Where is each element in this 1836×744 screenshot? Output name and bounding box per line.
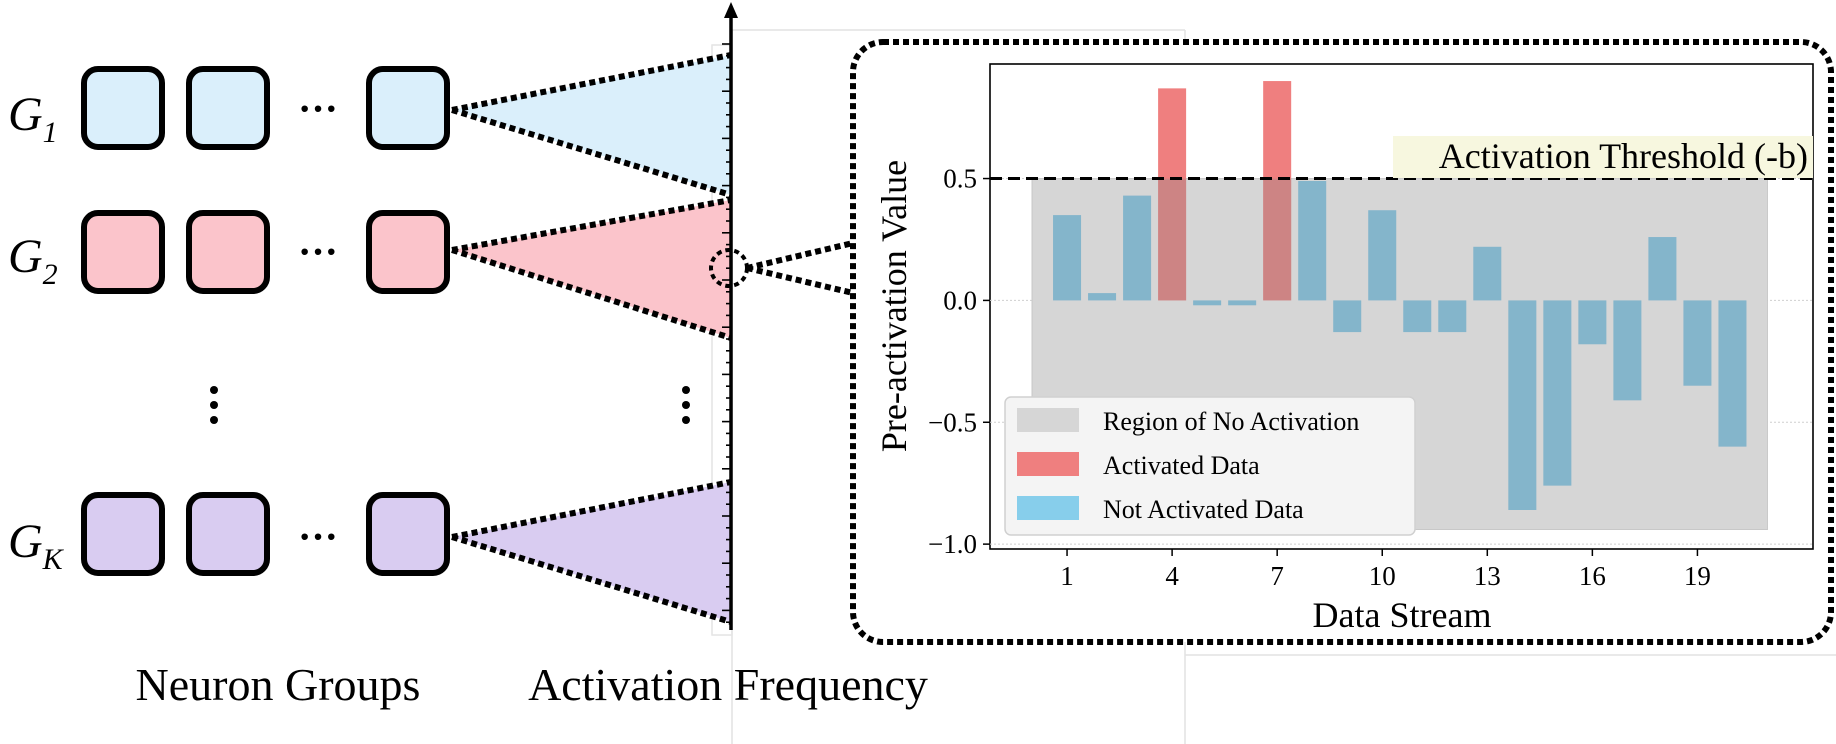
activated-bar-region-overlap (1263, 179, 1291, 301)
group-label-1: G1 (8, 88, 58, 149)
vertical-ellipsis-axis (682, 386, 690, 424)
x-tick-label: 16 (1579, 561, 1606, 591)
bar-not-activated (1438, 300, 1466, 332)
group-1-ellipsis: ··· (298, 86, 338, 131)
x-tick-label: 13 (1474, 561, 1501, 591)
x-axis-label: Data Stream (1313, 595, 1492, 635)
bar-not-activated (1578, 300, 1606, 344)
bar-not-activated (1193, 300, 1221, 305)
group-label-k: GK (8, 515, 65, 576)
neuron-square (189, 495, 267, 573)
neuron-square (369, 213, 447, 291)
x-tick-label: 7 (1270, 561, 1284, 591)
y-tick-label: −0.5 (928, 407, 977, 437)
neuron-square (189, 213, 267, 291)
activated-bar-region-overlap (1158, 179, 1186, 301)
bar-not-activated (1648, 237, 1676, 300)
y-tick-label: 0.0 (943, 285, 977, 315)
legend-swatch-activated (1017, 452, 1079, 476)
bar-not-activated (1543, 300, 1571, 485)
legend-label-not-activated: Not Activated Data (1103, 495, 1304, 524)
threshold-label: Activation Threshold (-b) (1439, 136, 1808, 176)
bar-not-activated (1718, 300, 1746, 446)
x-tick-label: 1 (1060, 561, 1074, 591)
neuron-square (189, 69, 267, 147)
zoom-connectors (747, 243, 853, 293)
frequency-axis-arrow (724, 2, 738, 18)
x-tick-label: 19 (1684, 561, 1711, 591)
group-2-ellipsis: ··· (298, 229, 338, 274)
legend-swatch-not-activated (1017, 496, 1079, 520)
legend: Region of No Activation Activated Data N… (1005, 397, 1415, 535)
y-tick-label: 0.5 (943, 164, 977, 194)
y-tick-label: −1.0 (928, 529, 977, 559)
bar-not-activated (1613, 300, 1641, 400)
neuron-groups (84, 69, 447, 573)
neuron-square (369, 495, 447, 573)
bar-not-activated (1368, 210, 1396, 300)
neuron-square (84, 213, 162, 291)
bar-not-activated (1473, 247, 1501, 301)
group-2-funnel (452, 200, 731, 338)
neuron-groups-caption: Neuron Groups (136, 659, 421, 710)
x-tick-label: 4 (1165, 561, 1179, 591)
group-k-ellipsis: ··· (298, 514, 338, 559)
bar-not-activated (1228, 300, 1256, 305)
activation-frequency-caption: Activation Frequency (528, 659, 928, 710)
y-axis-label: Pre-activation Value (874, 160, 914, 452)
neuron-square (84, 69, 162, 147)
bar-not-activated (1088, 293, 1116, 300)
group-label-2: G2 (8, 230, 58, 291)
bar-not-activated (1298, 181, 1326, 300)
bar-not-activated (1683, 300, 1711, 385)
bar-not-activated (1053, 215, 1081, 300)
legend-label-region: Region of No Activation (1103, 407, 1359, 436)
neuron-square (84, 495, 162, 573)
neuron-square (369, 69, 447, 147)
bar-not-activated (1403, 300, 1431, 332)
legend-swatch-region (1017, 408, 1079, 432)
vertical-ellipsis-left (210, 386, 218, 424)
bar-not-activated (1123, 196, 1151, 301)
bar-not-activated (1333, 300, 1361, 332)
x-tick-label: 10 (1369, 561, 1396, 591)
bar-not-activated (1508, 300, 1536, 510)
legend-label-activated: Activated Data (1103, 451, 1260, 480)
